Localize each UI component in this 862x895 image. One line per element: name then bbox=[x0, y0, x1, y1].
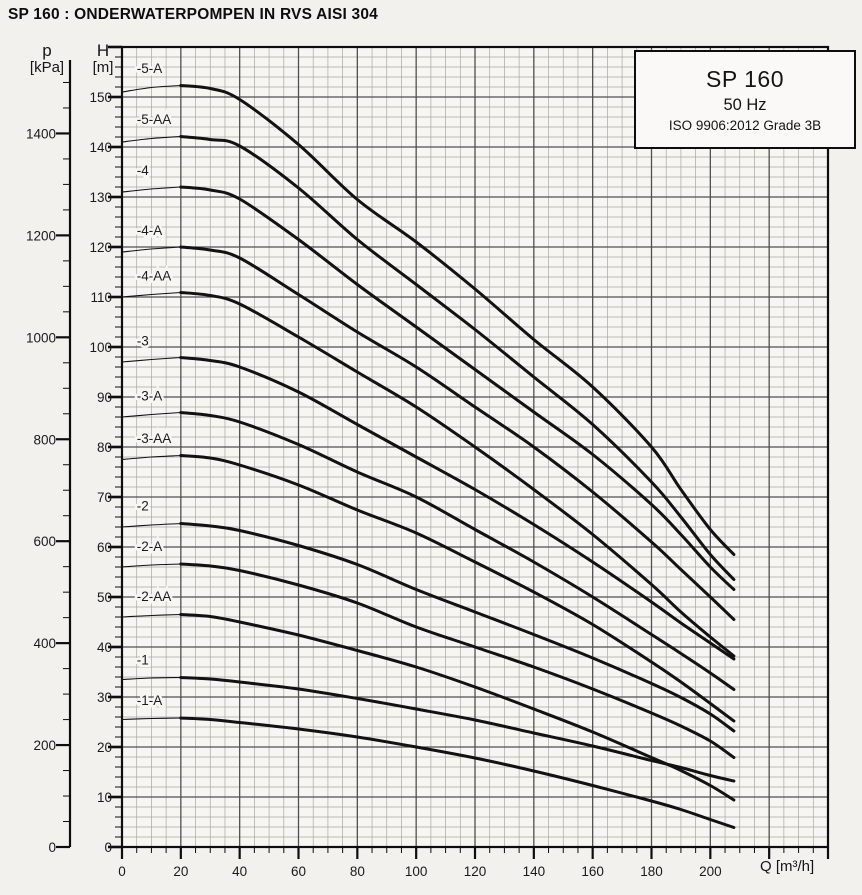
q-tick-label: 140 bbox=[523, 864, 546, 879]
curve-leadin-3 bbox=[121, 356, 182, 363]
curve-label-2-AA: -2-AA bbox=[137, 589, 172, 604]
curve-label-5-A: -5-A bbox=[137, 61, 163, 76]
curve-5-AA bbox=[179, 135, 736, 581]
curve-label-4: -4 bbox=[137, 163, 149, 178]
q-tick-label: 120 bbox=[464, 864, 487, 879]
p-tick-label: 200 bbox=[33, 738, 56, 753]
h-tick-label: 120 bbox=[89, 240, 112, 255]
curve-leadin-1 bbox=[121, 676, 182, 681]
curve-5-A bbox=[179, 84, 736, 556]
h-tick-label: 60 bbox=[97, 540, 112, 555]
curve-leadin-2-A bbox=[121, 563, 182, 568]
curve-1 bbox=[179, 676, 736, 783]
p-tick-label: 0 bbox=[48, 840, 56, 855]
page-title: SP 160 : ONDERWATERPOMPEN IN RVS AISI 30… bbox=[8, 6, 378, 23]
curve-label-1: -1 bbox=[137, 653, 149, 668]
curve-label-4-AA: -4-AA bbox=[137, 269, 172, 284]
h-tick-label: 100 bbox=[89, 340, 112, 355]
curve-4-A bbox=[179, 245, 736, 621]
q-tick-label: 40 bbox=[232, 864, 247, 879]
q-tick-label: 160 bbox=[581, 864, 604, 879]
h-tick-label: 10 bbox=[97, 790, 112, 805]
h-tick-label: 0 bbox=[104, 840, 112, 855]
curve-leadin-2 bbox=[121, 522, 182, 528]
h-tick-label: 130 bbox=[89, 190, 112, 205]
info-box: SP 160 50 Hz ISO 9906:2012 Grade 3B bbox=[634, 50, 856, 149]
pressure-axis-title: p [kPa] bbox=[16, 42, 78, 76]
p-tick-label: 1000 bbox=[26, 330, 56, 345]
info-box-standard: ISO 9906:2012 Grade 3B bbox=[668, 118, 822, 133]
p-tick-label: 400 bbox=[33, 636, 56, 651]
h-tick-label: 150 bbox=[89, 90, 112, 105]
head-axis-symbol: H bbox=[96, 41, 110, 60]
q-tick-label: 200 bbox=[699, 864, 722, 879]
q-tick-label: 80 bbox=[350, 864, 365, 879]
curve-2 bbox=[179, 522, 736, 733]
curve-1-A bbox=[179, 716, 736, 829]
curve-3-AA bbox=[179, 454, 736, 723]
curve-leadin-4-AA bbox=[121, 291, 182, 298]
curve-label-2-A: -2-A bbox=[137, 539, 163, 554]
curve-leadin-2-AA bbox=[121, 613, 182, 618]
curve-4-AA bbox=[179, 291, 736, 658]
curve-leadin-4 bbox=[121, 186, 182, 193]
h-tick-label: 110 bbox=[90, 290, 112, 305]
info-box-model: SP 160 bbox=[705, 66, 785, 92]
flow-axis-title: Q [m³/h] bbox=[760, 858, 815, 875]
curve-label-3-A: -3-A bbox=[137, 389, 163, 404]
curve-4 bbox=[179, 185, 736, 591]
curve-label-5-AA: -5-AA bbox=[137, 112, 172, 127]
q-tick-label: 0 bbox=[118, 864, 126, 879]
curve-label-3: -3 bbox=[137, 334, 149, 349]
h-tick-label: 70 bbox=[97, 490, 112, 505]
q-tick-label: 100 bbox=[405, 864, 428, 879]
info-box-frequency: 50 Hz bbox=[723, 96, 767, 114]
q-tick-label: 180 bbox=[640, 864, 663, 879]
curve-leadin-4-A bbox=[121, 246, 182, 253]
h-tick-label: 20 bbox=[97, 740, 112, 755]
h-tick-label: 30 bbox=[97, 690, 112, 705]
h-tick-label: 80 bbox=[97, 440, 112, 455]
p-tick-label: 1200 bbox=[26, 228, 56, 243]
h-tick-label: 90 bbox=[97, 390, 112, 405]
curve-label-3-AA: -3-AA bbox=[137, 431, 172, 446]
head-axis-unit: [m] bbox=[92, 58, 114, 76]
q-tick-label: 60 bbox=[291, 864, 306, 879]
pressure-axis-unit: [kPa] bbox=[29, 58, 65, 76]
curve-3 bbox=[179, 356, 736, 661]
head-axis-title: H [m] bbox=[80, 42, 126, 76]
curve-leadin-3-AA bbox=[121, 454, 182, 461]
h-tick-label: 40 bbox=[97, 640, 112, 655]
curve-label-4-A: -4-A bbox=[137, 223, 163, 238]
curve-leadin-1-A bbox=[121, 717, 182, 721]
h-tick-label: 50 bbox=[97, 590, 112, 605]
curve-3-A bbox=[179, 411, 736, 691]
pressure-axis-symbol: p bbox=[42, 41, 52, 60]
curve-leadin-5-AA bbox=[121, 135, 182, 143]
h-tick-label: 140 bbox=[89, 140, 112, 155]
curve-label-2: -2 bbox=[137, 499, 149, 514]
curve-leadin-5-A bbox=[121, 84, 182, 93]
p-tick-label: 600 bbox=[33, 534, 56, 549]
curve-2-A bbox=[179, 562, 736, 759]
p-tick-label: 1400 bbox=[26, 126, 56, 141]
curve-leadin-3-A bbox=[121, 411, 182, 418]
p-tick-label: 800 bbox=[33, 432, 56, 447]
curve-label-1-A: -1-A bbox=[137, 693, 163, 708]
curve-2-AA bbox=[179, 613, 736, 802]
q-tick-label: 20 bbox=[173, 864, 188, 879]
